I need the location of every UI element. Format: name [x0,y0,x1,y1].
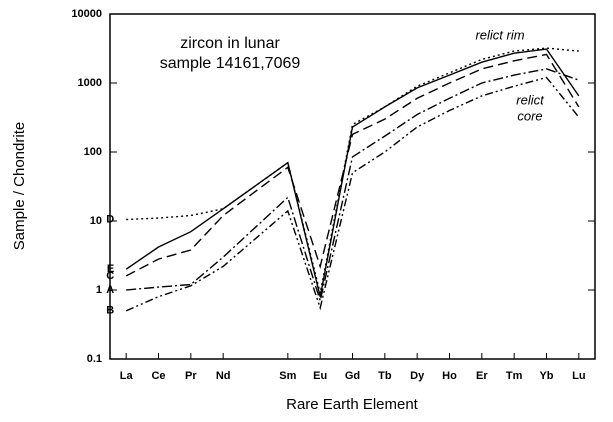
x-tick-label: Nd [216,370,231,382]
x-tick-label: Tb [378,370,392,382]
x-tick-label: Gd [345,370,360,382]
series-line [126,68,580,304]
x-axis-label: Rare Earth Element [286,396,419,413]
annotation: relict [516,92,545,107]
y-tick-label: 1000 [78,77,102,89]
x-tick-label: Yb [539,370,553,382]
y-tick-label: 1 [96,284,102,296]
x-tick-label: Ce [151,370,165,382]
series-label: B [106,305,114,317]
y-tick-label: 10 [90,215,102,227]
y-axis-label: Sample / Chondrite [11,122,28,250]
y-tick-label: 10000 [71,8,102,20]
series-label: C [106,270,114,282]
x-tick-label: Er [476,370,488,382]
x-tick-label: Dy [410,370,425,382]
x-tick-label: Sm [279,370,296,382]
x-tick-label: Lu [572,370,585,382]
x-tick-label: La [120,370,134,382]
chart-title: zircon in lunar [180,35,280,52]
y-tick-label: 100 [84,146,102,158]
series-line [125,76,580,312]
x-tick-label: Tm [506,370,523,382]
series-label: E [107,263,114,275]
series-line [125,48,580,297]
x-tick-label: Ho [442,370,457,382]
annotation: relict rim [475,27,524,42]
series-line [125,53,580,277]
chart-title: sample 14161,7069 [160,55,301,72]
x-tick-label: Eu [313,370,327,382]
y-tick-label: 0.1 [87,353,102,365]
series-label: A [106,284,114,296]
annotation: core [517,108,542,123]
series-label: D [106,213,114,225]
x-tick-label: Pr [185,370,197,382]
series-line [126,47,579,294]
